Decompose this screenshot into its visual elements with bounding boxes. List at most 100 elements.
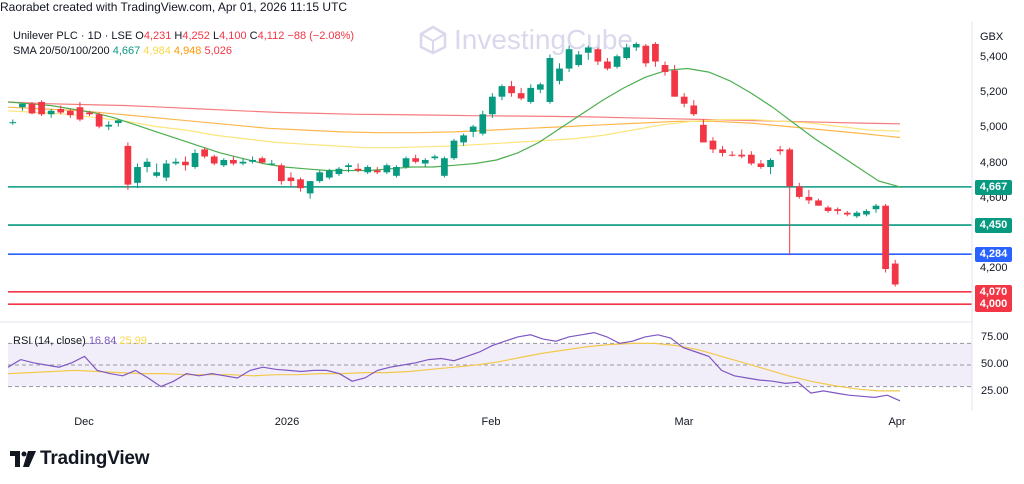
candle-body (680, 96, 688, 104)
candle-body (872, 205, 880, 210)
price-tick-label: 5,000 (980, 121, 1008, 134)
ohlc-key: O (135, 30, 144, 42)
investingcube-logo-icon (419, 25, 447, 55)
candle-body (891, 263, 899, 285)
time-tick-label: 2026 (274, 416, 300, 428)
candle-body (9, 122, 17, 124)
candle-body (316, 172, 324, 182)
candle-body (239, 161, 247, 164)
candle-body (421, 159, 429, 164)
candle-body (268, 163, 276, 165)
candle-body (402, 158, 410, 168)
candle-body (153, 172, 161, 176)
candle-body (738, 154, 746, 157)
candle-body (383, 165, 391, 173)
candle-body (249, 159, 256, 162)
candle-body (412, 158, 419, 162)
candle-body (325, 170, 333, 178)
candle-body (556, 68, 563, 81)
candle-body (460, 135, 467, 143)
candle-body (584, 47, 592, 53)
candle-body (364, 167, 372, 173)
time-tick-label: Dec (74, 416, 94, 428)
symbol-label: Unilever PLC · 1D · LSE (13, 30, 133, 42)
candle-body (258, 158, 266, 163)
rsi-tick-label: 50.00 (981, 358, 1009, 370)
candle-body (172, 161, 180, 164)
sma200-line (7, 101, 901, 125)
ohlc-key: H (171, 30, 183, 42)
candle-body (776, 149, 784, 152)
time-tick-label: Feb (481, 416, 501, 428)
candle-body (728, 154, 736, 156)
candle-body (28, 103, 36, 114)
candle-body (277, 165, 285, 182)
rsi-value: 16.84 (88, 335, 117, 347)
price-level-tag: 4,284 (975, 247, 1012, 263)
candle-body (517, 93, 525, 99)
candle-body (747, 154, 755, 164)
candle-body (134, 167, 141, 183)
rsi-value: 25.99 (119, 335, 147, 347)
candle-body (393, 167, 400, 176)
tradingview-footer[interactable]: TradingView (10, 448, 150, 470)
rsi-band (8, 343, 972, 387)
rsi-tick-label: 75.00 (981, 331, 1009, 343)
chart-header: Raorabet created with TradingView.com, A… (0, 0, 348, 14)
ohlc-key: L (209, 30, 220, 42)
candle-body (489, 96, 496, 115)
candle-body (815, 200, 822, 206)
candle-body (441, 158, 448, 176)
rsi-label: RSI (14, close) (13, 335, 86, 347)
price-tick-label: 5,400 (980, 51, 1008, 63)
candle-body (469, 126, 477, 132)
candle-body (786, 149, 794, 187)
sma-value: 4,948 (173, 45, 202, 57)
candle-body (287, 177, 295, 182)
candle-body (38, 101, 45, 115)
candle-body (297, 179, 304, 189)
candle-body (335, 168, 343, 175)
candle-body (95, 114, 103, 127)
candle-body (19, 103, 26, 108)
candle-body (642, 45, 650, 64)
candle-body (124, 145, 132, 185)
sma-legend: SMA 20/50/100/200 4,667 4,984 4,948 5,02… (13, 45, 232, 57)
price-tick-label: 5,200 (980, 86, 1008, 99)
candle-body (853, 212, 861, 217)
candle-body (652, 43, 659, 62)
candle-body (479, 114, 487, 134)
candle-body (709, 140, 717, 150)
candle-body (671, 70, 678, 97)
candle-body (834, 209, 842, 211)
ohlc-value: 4,100 (219, 30, 247, 42)
ohlc-value: 4,112 (257, 30, 285, 42)
rsi-line (7, 331, 901, 402)
candle-body (306, 181, 314, 194)
candle-body (536, 84, 544, 90)
candle-body (373, 170, 381, 173)
candle-body (623, 47, 631, 58)
candle-body (508, 86, 515, 94)
price-level-tag: 4,070 (975, 284, 1012, 300)
ohlc-value: 4,231 (143, 30, 172, 42)
sma-value: 4,984 (143, 45, 171, 57)
candle-body (498, 86, 506, 97)
candle-body (757, 163, 765, 168)
candle-body (201, 149, 208, 157)
watermark: InvestingCube (418, 24, 633, 56)
change-value: −88 (−2.08%) (287, 30, 355, 42)
candle-body (105, 124, 113, 127)
currency-label: GBX (980, 31, 1004, 43)
tradingview-logo-icon (10, 451, 36, 467)
candle-body (345, 165, 352, 168)
candle-body (882, 205, 889, 269)
candle-body (700, 124, 707, 143)
candle-body (594, 49, 602, 62)
sma-value: 5,026 (204, 45, 233, 57)
candle-body (690, 105, 698, 115)
candle-body (613, 56, 621, 67)
candle-body (719, 149, 726, 153)
candle-body (191, 152, 199, 168)
